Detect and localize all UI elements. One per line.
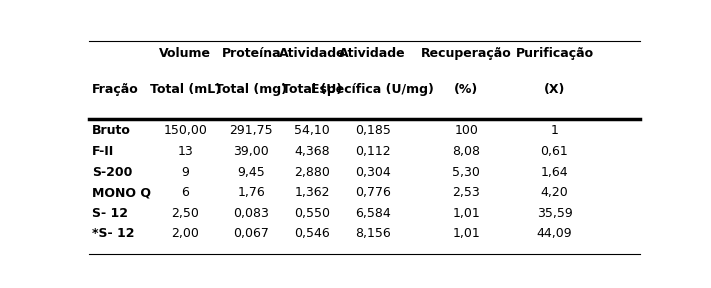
Text: Total (mL): Total (mL) xyxy=(150,83,221,96)
Text: 39,00: 39,00 xyxy=(233,145,269,158)
Text: 0,067: 0,067 xyxy=(233,228,269,240)
Text: 8,156: 8,156 xyxy=(355,228,390,240)
Text: S- 12: S- 12 xyxy=(92,207,128,220)
Text: 1: 1 xyxy=(550,124,558,137)
Text: 0,083: 0,083 xyxy=(233,207,269,220)
Text: 1,362: 1,362 xyxy=(294,186,330,199)
Text: 1,76: 1,76 xyxy=(237,186,265,199)
Text: 9: 9 xyxy=(181,166,189,179)
Text: 6: 6 xyxy=(181,186,189,199)
Text: Total (U): Total (U) xyxy=(282,83,342,96)
Text: F-II: F-II xyxy=(92,145,114,158)
Text: 0,304: 0,304 xyxy=(355,166,390,179)
Text: 44,09: 44,09 xyxy=(537,228,572,240)
Text: 13: 13 xyxy=(178,145,193,158)
Text: Específica (U/mg): Específica (U/mg) xyxy=(311,83,434,96)
Text: 0,550: 0,550 xyxy=(294,207,330,220)
Text: 1,01: 1,01 xyxy=(452,207,480,220)
Text: 2,53: 2,53 xyxy=(452,186,480,199)
Text: 0,185: 0,185 xyxy=(355,124,390,137)
Text: Volume: Volume xyxy=(159,47,211,60)
Text: 2,00: 2,00 xyxy=(171,228,199,240)
Text: 9,45: 9,45 xyxy=(237,166,265,179)
Text: MONO Q: MONO Q xyxy=(92,186,151,199)
Text: Atividade: Atividade xyxy=(339,47,406,60)
Text: Total (mg): Total (mg) xyxy=(215,83,287,96)
Text: Bruto: Bruto xyxy=(92,124,131,137)
Text: 4,20: 4,20 xyxy=(540,186,568,199)
Text: Fração: Fração xyxy=(92,83,139,96)
Text: 0,112: 0,112 xyxy=(355,145,390,158)
Text: 35,59: 35,59 xyxy=(537,207,572,220)
Text: Purificação: Purificação xyxy=(515,47,594,60)
Text: *S- 12: *S- 12 xyxy=(92,228,134,240)
Text: 100: 100 xyxy=(454,124,479,137)
Text: 8,08: 8,08 xyxy=(452,145,481,158)
Text: 6,584: 6,584 xyxy=(355,207,390,220)
Text: 5,30: 5,30 xyxy=(452,166,480,179)
Text: 0,546: 0,546 xyxy=(294,228,330,240)
Text: 1,64: 1,64 xyxy=(540,166,568,179)
Text: Atividade: Atividade xyxy=(279,47,346,60)
Text: 0,776: 0,776 xyxy=(355,186,390,199)
Text: 4,368: 4,368 xyxy=(294,145,330,158)
Text: S-200: S-200 xyxy=(92,166,132,179)
Text: 2,50: 2,50 xyxy=(171,207,199,220)
Text: 1,01: 1,01 xyxy=(452,228,480,240)
Text: 291,75: 291,75 xyxy=(230,124,273,137)
Text: Proteína: Proteína xyxy=(222,47,282,60)
Text: 0,61: 0,61 xyxy=(540,145,568,158)
Text: 54,10: 54,10 xyxy=(294,124,330,137)
Text: (X): (X) xyxy=(544,83,565,96)
Text: (%): (%) xyxy=(454,83,479,96)
Text: Recuperação: Recuperação xyxy=(421,47,512,60)
Text: 150,00: 150,00 xyxy=(164,124,207,137)
Text: 2,880: 2,880 xyxy=(294,166,330,179)
